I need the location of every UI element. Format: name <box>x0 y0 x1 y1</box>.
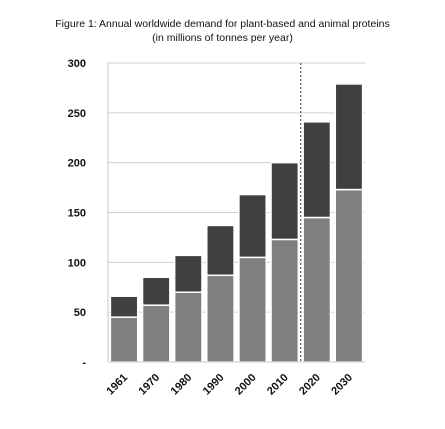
bar-segment <box>270 238 300 363</box>
bar-segment <box>302 216 332 363</box>
bar-segment <box>141 304 171 363</box>
y-tick-label: 50 <box>74 307 86 319</box>
bar-segment <box>109 316 139 363</box>
x-tick-label: 1990 <box>201 372 227 398</box>
bar-segment <box>238 193 267 259</box>
chart-subtitle: (in millions of tonnes per year) <box>152 32 293 44</box>
bar-segment <box>206 224 235 277</box>
x-tick-label: 2030 <box>329 372 355 398</box>
bar-segment <box>173 254 203 293</box>
bar-segment <box>238 256 267 363</box>
chart-title: Figure 1: Annual worldwide demand for pl… <box>55 18 390 30</box>
bar-segment <box>334 188 364 363</box>
y-tick-label: 100 <box>68 257 86 269</box>
bar-segment <box>270 161 300 241</box>
y-tick-label: 200 <box>68 158 86 170</box>
x-tick-label: 1980 <box>169 372 195 398</box>
bar-segment <box>206 274 235 363</box>
y-tick-label: 150 <box>68 208 86 220</box>
x-tick-label: 1970 <box>137 372 163 398</box>
y-tick-label: - <box>82 357 86 369</box>
x-tick-label: 2020 <box>297 372 323 398</box>
x-tick-label: 2010 <box>265 372 291 398</box>
bar-segment <box>302 121 332 219</box>
bar-segment <box>141 276 171 306</box>
bar-segment <box>173 291 203 363</box>
y-tick-label: 250 <box>68 108 86 120</box>
x-tick-label: 2000 <box>233 372 259 398</box>
bar-segment <box>109 295 139 318</box>
x-tick-label: 1961 <box>104 372 130 398</box>
y-tick-label: 300 <box>68 58 86 70</box>
bar-segment <box>334 83 364 191</box>
